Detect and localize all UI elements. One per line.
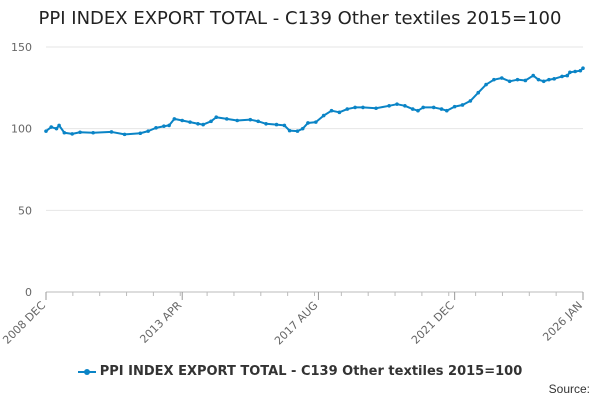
data-point <box>256 119 260 124</box>
data-point <box>410 107 415 111</box>
data-point <box>57 123 61 128</box>
data-point <box>560 74 564 79</box>
x-tick-label: 2021 DEC <box>409 299 457 347</box>
data-point <box>214 115 219 120</box>
data-point <box>444 108 449 113</box>
data-point <box>568 70 572 75</box>
source-label: Source: <box>548 382 590 396</box>
data-point <box>146 129 150 133</box>
data-point <box>282 123 287 128</box>
data-point <box>62 130 67 135</box>
data-point <box>44 129 48 133</box>
data-point <box>154 126 158 130</box>
data-point <box>264 121 268 126</box>
data-point <box>507 79 512 84</box>
data-point <box>54 126 59 131</box>
data-point <box>552 77 556 81</box>
data-point <box>416 108 420 113</box>
data-point <box>439 107 444 111</box>
data-point <box>536 77 541 82</box>
grid-lines <box>46 46 583 211</box>
y-tick-label: 100 <box>11 123 32 136</box>
data-point <box>484 82 488 87</box>
y-axis: 0 50 100 150 <box>11 41 32 299</box>
y-tick-label: 0 <box>25 286 32 299</box>
data-point <box>565 73 570 78</box>
data-point <box>295 129 300 133</box>
data-point <box>162 124 166 129</box>
data-point <box>361 105 365 110</box>
data-point <box>209 119 213 124</box>
data-point <box>387 104 391 108</box>
data-point <box>224 117 229 121</box>
data-point <box>248 117 253 122</box>
data-point <box>421 105 426 110</box>
data-point <box>431 105 436 110</box>
legend[interactable]: PPI INDEX EXPORT TOTAL - C139 Other text… <box>0 364 600 379</box>
data-point <box>167 123 171 128</box>
series-layer <box>44 66 585 137</box>
data-point <box>452 104 457 109</box>
data-point <box>172 117 177 121</box>
data-point <box>541 79 546 84</box>
data-point <box>235 118 240 123</box>
data-point <box>300 126 305 131</box>
data-point <box>468 99 473 103</box>
data-point <box>306 121 310 125</box>
data-point <box>188 120 192 124</box>
data-point <box>321 113 326 118</box>
data-point <box>196 121 200 126</box>
data-point <box>49 125 54 129</box>
data-point <box>581 66 585 71</box>
data-point <box>515 77 520 82</box>
data-point <box>460 103 465 107</box>
data-point <box>122 132 127 137</box>
data-point <box>403 104 407 108</box>
data-point <box>573 69 577 74</box>
data-point <box>329 108 334 113</box>
data-point <box>492 77 496 82</box>
y-tick-label: 50 <box>18 204 32 217</box>
data-point <box>531 73 536 78</box>
data-point <box>70 132 74 136</box>
data-point <box>395 102 399 106</box>
data-point <box>345 107 350 111</box>
data-point <box>287 128 292 133</box>
y-tick-label: 150 <box>11 41 32 54</box>
data-point <box>109 130 114 134</box>
data-point <box>476 90 481 95</box>
x-tick-label: 2008 DEC <box>0 299 48 347</box>
x-axis: 2008 DEC 2013 APR 2017 AUG 2021 DEC 2026 JAN <box>0 291 585 348</box>
data-point <box>337 110 342 115</box>
data-point <box>138 131 143 136</box>
x-tick-label: 2017 AUG <box>272 299 321 348</box>
data-point <box>499 76 504 80</box>
data-point <box>353 105 357 110</box>
chart-title: PPI INDEX EXPORT TOTAL - C139 Other text… <box>38 8 562 29</box>
data-point <box>180 118 185 123</box>
data-point <box>578 68 583 73</box>
data-point <box>523 78 528 83</box>
x-tick-label: 2013 APR <box>137 299 184 346</box>
data-point <box>547 77 551 82</box>
data-point <box>91 130 95 135</box>
data-point <box>374 106 378 111</box>
legend-label: PPI INDEX EXPORT TOTAL - C139 Other text… <box>99 364 523 379</box>
legend-swatch-icon <box>77 367 96 377</box>
data-point <box>78 130 82 135</box>
data-point <box>274 122 279 127</box>
data-point <box>201 122 205 127</box>
x-tick-label: 2026 JAN <box>540 299 585 344</box>
data-point <box>314 120 318 124</box>
